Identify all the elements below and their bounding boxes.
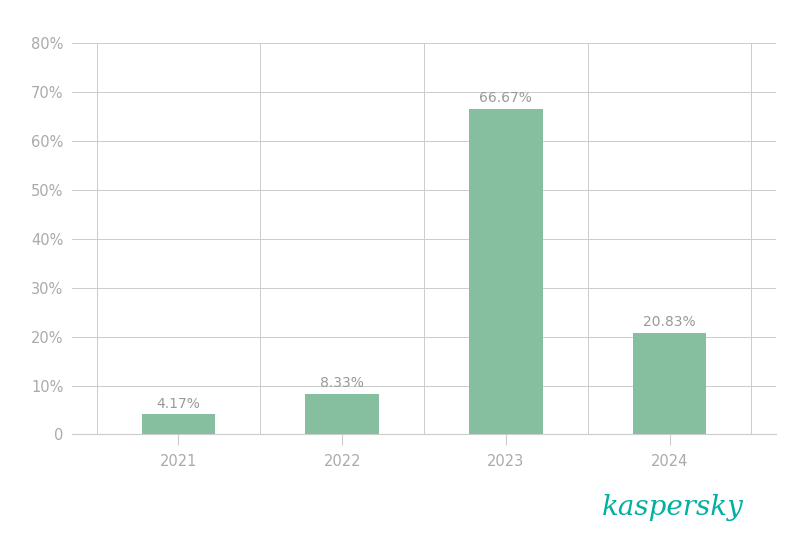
Text: 66.67%: 66.67% xyxy=(479,91,532,105)
Text: 20.83%: 20.83% xyxy=(643,315,696,329)
Bar xyxy=(306,394,379,434)
Bar xyxy=(469,109,542,434)
Bar xyxy=(142,414,215,434)
Text: 4.17%: 4.17% xyxy=(157,396,200,411)
Text: kaspersky: kaspersky xyxy=(602,494,744,521)
Bar xyxy=(633,333,706,434)
Text: 8.33%: 8.33% xyxy=(320,376,364,390)
